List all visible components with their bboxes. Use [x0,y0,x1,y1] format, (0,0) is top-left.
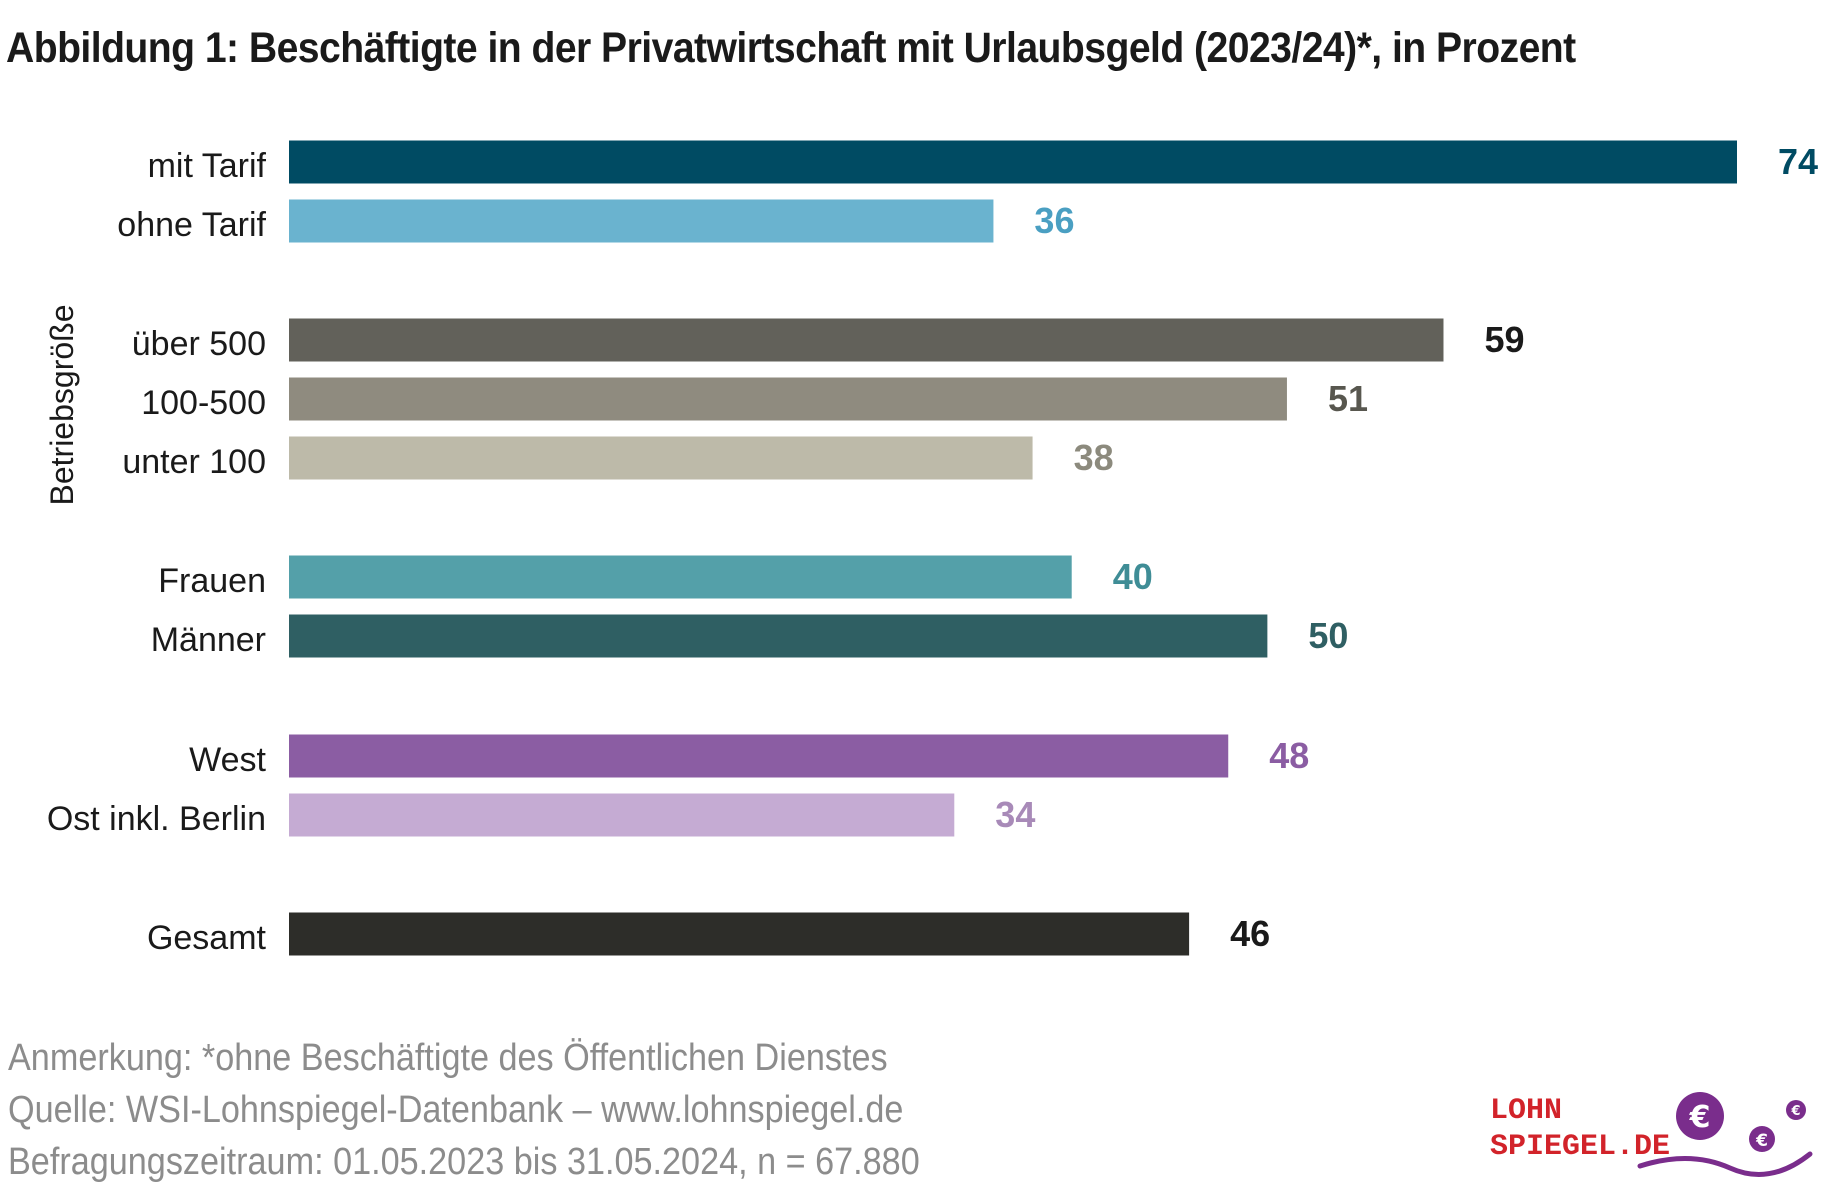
svg-text:€: € [1755,1131,1768,1151]
category-label-unter-100: unter 100 [122,443,266,481]
logo-swoosh-icon [1637,1151,1813,1177]
notes-block: Anmerkung: *ohne Beschäftigte des Öffent… [8,1032,920,1188]
value-label-ueber-500: 59 [1484,319,1524,360]
lohnspiegel-logo: LOHN SPIEGEL.DE € € € [1490,1092,1813,1177]
bar-100-500 [289,377,1287,421]
value-label-ohne-tarif: 36 [1034,200,1074,241]
category-label-ost-inkl-berlin: Ost inkl. Berlin [47,800,266,838]
logo-text-line2: SPIEGEL.DE [1490,1130,1670,1164]
category-label-100-500: 100-500 [141,384,266,422]
value-label-maenner: 50 [1308,615,1348,656]
bar-gesamt [289,912,1190,956]
bar-unter-100 [289,436,1033,480]
svg-text:€: € [1790,1104,1800,1119]
group-label-betriebsgroesse: Betriebsgröße [44,305,80,506]
bar-maenner [289,614,1268,658]
category-label-ueber-500: über 500 [132,325,266,363]
category-label-maenner: Männer [151,621,266,659]
note-annotation: Anmerkung: *ohne Beschäftigte des Öffent… [8,1037,888,1079]
category-label-frauen: Frauen [158,562,266,600]
chart-title: Abbildung 1: Beschäftigte in der Privatw… [6,24,1576,72]
value-label-west: 48 [1269,735,1309,776]
bar-chart: mit Tarif ohne Tarif über 500 100-500 unter … [44,140,1818,957]
bar-frauen [289,555,1072,599]
note-period: Befragungszeitraum: 01.05.2023 bis 31.05… [8,1141,920,1183]
logo-text-line1: LOHN [1490,1094,1562,1128]
bar-ueber-500 [289,318,1444,362]
value-label-gesamt: 46 [1230,913,1270,954]
note-source: Quelle: WSI-Lohnspiegel-Datenbank – www.… [8,1089,904,1131]
bar-mit-tarif [289,140,1737,184]
euro-coin-large-icon: € [1676,1092,1724,1140]
category-label-ohne-tarif: ohne Tarif [117,206,266,244]
bars-group [289,140,1737,956]
category-label-gesamt: Gesamt [147,919,267,957]
svg-text:€: € [1689,1100,1711,1135]
bar-west [289,734,1229,778]
value-label-100-500: 51 [1328,378,1368,419]
value-label-unter-100: 38 [1074,437,1114,478]
category-label-mit-tarif: mit Tarif [148,147,267,185]
category-label-west: West [189,741,266,779]
euro-coin-tiny-icon: € [1786,1100,1806,1120]
category-labels-group: mit Tarif ohne Tarif über 500 100-500 unter … [47,147,267,957]
bar-ost-inkl-berlin [289,793,955,837]
value-label-frauen: 40 [1113,556,1153,597]
euro-coin-small-icon: € [1749,1126,1775,1152]
value-label-mit-tarif: 74 [1778,141,1818,182]
value-labels-group: 74 36 59 51 38 40 50 48 34 46 [995,141,1818,954]
value-label-ost-inkl-berlin: 34 [995,794,1035,835]
bar-ohne-tarif [289,199,994,243]
